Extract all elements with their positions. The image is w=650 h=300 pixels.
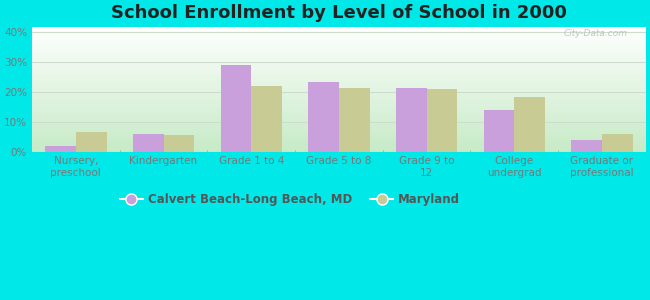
Bar (308, 82, 339, 152)
Bar (252, 86, 282, 152)
Bar (76, 132, 107, 152)
Bar (339, 88, 370, 152)
Bar (220, 65, 252, 152)
Bar (514, 97, 545, 152)
Bar (46, 146, 76, 152)
Bar (396, 88, 426, 152)
Bar (164, 135, 194, 152)
Title: School Enrollment by Level of School in 2000: School Enrollment by Level of School in … (111, 4, 567, 22)
Bar (484, 110, 514, 152)
Legend: Calvert Beach-Long Beach, MD, Maryland: Calvert Beach-Long Beach, MD, Maryland (115, 188, 465, 211)
Bar (602, 134, 632, 152)
Bar (133, 134, 164, 152)
Bar (426, 89, 458, 152)
Text: City-Data.com: City-Data.com (564, 29, 627, 38)
Bar (571, 140, 602, 152)
